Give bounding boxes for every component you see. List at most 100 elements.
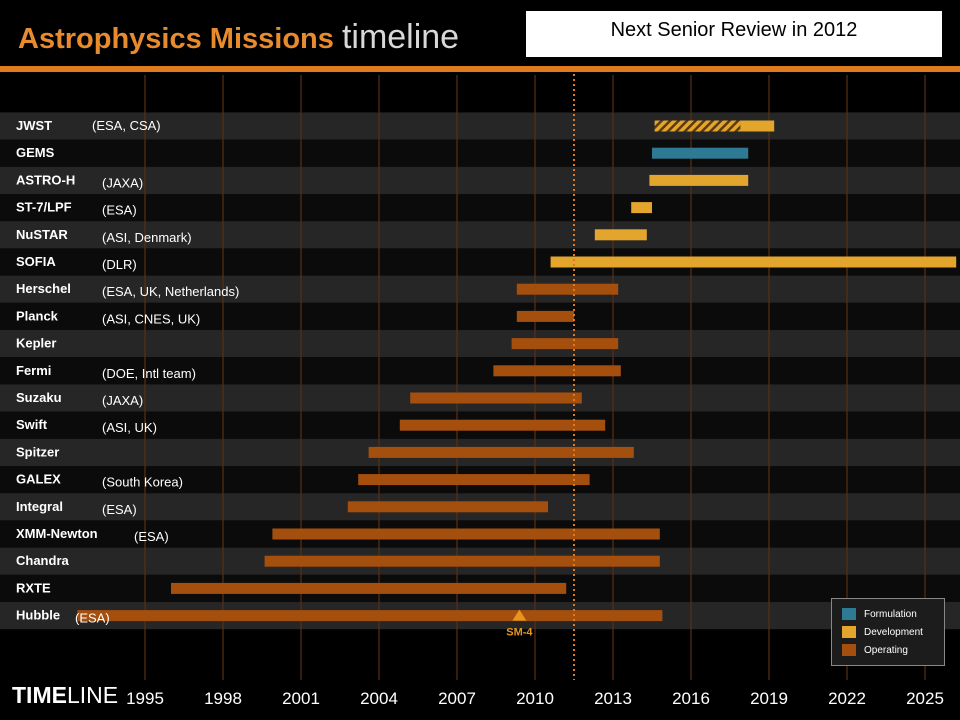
mission-bar-integral [347,501,548,513]
legend-swatch [842,626,856,638]
logo-bold: TIME [12,682,67,708]
page-title: Astrophysics Missions timeline [18,18,459,57]
year-gridlines [144,75,926,680]
legend-swatch [842,644,856,656]
mission-name: Swift [16,417,48,432]
mission-partners: (JAXA) [102,175,143,190]
annotations: SM-4 [506,609,533,639]
mission-bars [77,120,957,622]
row-band [0,194,960,222]
mission-bar-st-7-lpf [631,202,652,214]
mission-partners: (ESA) [134,529,169,544]
mission-bar-swift [399,419,606,431]
legend-swatch [842,608,856,620]
row-band [0,357,960,385]
mission-bar-jwst [654,120,741,132]
mission-partners: (DOE, Intl team) [102,366,196,381]
row-band [0,112,960,140]
mission-name: GEMS [16,145,55,160]
mission-bar-hubble [77,610,663,622]
mission-partners: (JAXA) [102,393,143,408]
title-bold: Astrophysics Missions [18,23,334,55]
mission-name: GALEX [16,472,61,487]
x-axis-ticks: 1995 1998 2001 2004 2007 2010 2013 2016 2019 2022… [126,689,944,708]
mission-bar-sofia [550,256,957,268]
mission-bar-rxte [171,582,567,594]
mission-name: SOFIA [16,254,56,269]
mission-name: Suzaku [16,390,62,405]
mission-name: XMM-Newton [16,526,98,541]
mission-partners: (ESA, CSA) (JAXA) (ESA) (ASI, Denmark) (DLR)… [75,118,239,626]
sm4-marker [512,609,527,621]
x-tick-label: 2001 [282,689,320,708]
x-tick-label: 2022 [828,689,866,708]
mission-partners: (ASI, Denmark) [102,230,192,245]
x-tick-label: 2016 [672,689,710,708]
mission-bar-spitzer [368,446,634,458]
mission-name: Fermi [16,363,51,378]
mission-bar-fermi [493,365,621,377]
mission-bar-planck [516,310,574,322]
row-band [0,139,960,167]
mission-bar-jwst [740,120,775,132]
mission-partners: (ESA) [75,611,110,626]
mission-name: Hubble [16,608,60,623]
row-band [0,330,960,358]
x-tick-label: 2019 [750,689,788,708]
logo-light: LINE [66,682,119,708]
mission-partners: (DLR) [102,257,137,272]
mission-name: Herschel [16,281,71,296]
mission-partners: (ASI, UK) [102,420,157,435]
title-light: timeline [341,18,460,56]
x-tick-label: 2013 [594,689,632,708]
legend-item: Development [842,623,944,641]
legend-item: Formulation [842,605,944,623]
x-tick-label: 2010 [516,689,554,708]
mission-name: Planck [16,308,59,323]
mission-name: JWST [16,118,52,133]
mission-partners: (South Korea) [102,475,183,490]
mission-name: RXTE [16,580,51,595]
mission-bar-chandra [264,555,660,567]
mission-name: Spitzer [16,444,59,459]
timeline-logo: TIMELINE [12,682,118,709]
mission-partners: (ESA, CSA) [92,118,161,133]
mission-partners: (ASI, CNES, UK) [102,311,200,326]
senior-review-note: Next Senior Review in 2012 [525,10,943,58]
mission-name: Chandra [16,553,70,568]
x-tick-label: 2004 [360,689,398,708]
mission-bar-herschel [516,283,619,295]
mission-partners: (ESA) [102,203,137,218]
legend-label: Operating [864,644,908,656]
header-divider [0,66,960,72]
x-tick-label: 2025 [906,689,944,708]
mission-name: ST-7/LPF [16,200,72,215]
x-tick-label: 1998 [204,689,242,708]
mission-name: Kepler [16,336,56,351]
mission-bar-galex [358,474,590,486]
row-band [0,302,960,330]
mission-name: ASTRO-H [16,172,75,187]
mission-bar-gems [652,147,749,159]
legend: Formulation Development Operating [831,598,945,666]
x-tick-label: 1995 [126,689,164,708]
sm4-label: SM-4 [506,627,533,639]
legend-item: Operating [842,641,944,659]
x-tick-label: 2007 [438,689,476,708]
mission-bar-suzaku [410,392,582,404]
mission-bar-xmm-newton [272,528,660,540]
mission-name: NuSTAR [16,227,68,242]
mission-bar-nustar [594,229,647,241]
mission-partners: (ESA, UK, Netherlands) [102,284,239,299]
mission-bar-astro-h [649,174,749,186]
row-band [0,275,960,303]
row-band [0,166,960,194]
mission-partners: (ESA) [102,502,137,517]
legend-label: Formulation [864,608,917,620]
legend-label: Development [864,626,923,638]
mission-name: Integral [16,499,63,514]
mission-names: JWST GEMS ASTRO-H ST-7/LPF NuSTAR SOFIA Hersch… [16,118,98,623]
mission-bar-kepler [511,338,619,350]
row-band [0,221,960,249]
